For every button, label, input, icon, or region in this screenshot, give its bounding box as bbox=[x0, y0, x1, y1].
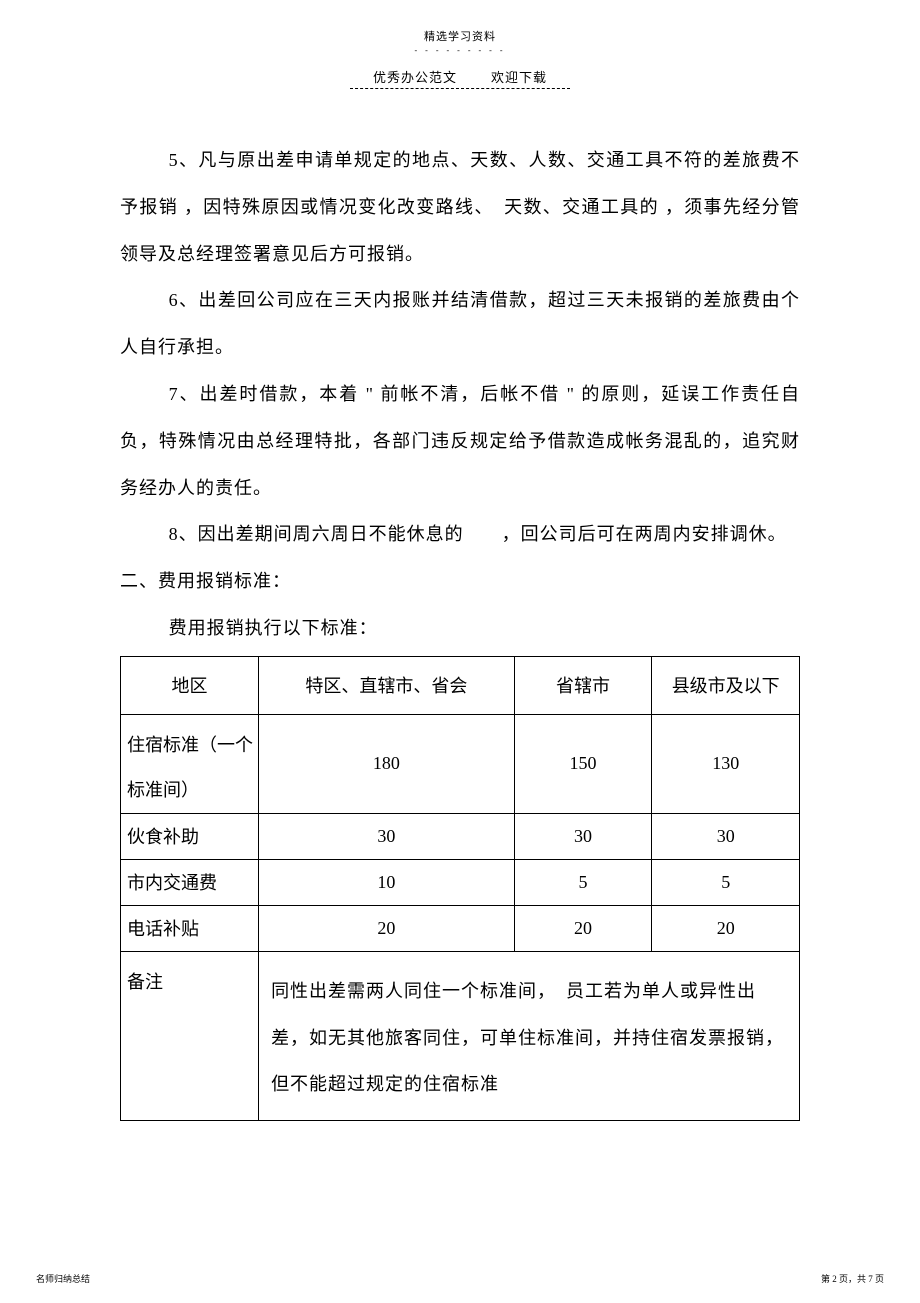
cell-value: 30 bbox=[652, 813, 800, 859]
footer-left-text: 名师归纳总结 bbox=[36, 1272, 90, 1285]
paragraph-8: 8、因出差期间周六周日不能休息的 ，回公司后可在两周内安排调休。 bbox=[120, 511, 800, 558]
cell-value: 30 bbox=[514, 813, 652, 859]
row-label-lodging: 住宿标准（一个标准间） bbox=[121, 714, 259, 813]
cell-value: 5 bbox=[652, 859, 800, 905]
cell-value: 10 bbox=[259, 859, 515, 905]
header-left: 优秀办公范文 bbox=[373, 70, 457, 85]
header-county-city: 县级市及以下 bbox=[652, 656, 800, 714]
header-dots: - - - - - - - - - bbox=[0, 46, 920, 55]
cell-value: 180 bbox=[259, 714, 515, 813]
cell-value: 20 bbox=[652, 905, 800, 951]
table-row: 电话补贴 20 20 20 bbox=[121, 905, 800, 951]
table-row: 伙食补助 30 30 30 bbox=[121, 813, 800, 859]
paragraph-7: 7、出差时借款，本着 " 前帐不清，后帐不借 " 的原则，延误工作责任自负，特殊… bbox=[120, 371, 800, 511]
header-top-text: 精选学习资料 bbox=[0, 0, 920, 44]
cell-value: 130 bbox=[652, 714, 800, 813]
row-label-meal: 伙食补助 bbox=[121, 813, 259, 859]
row-label-transport: 市内交通费 bbox=[121, 859, 259, 905]
cell-value: 20 bbox=[259, 905, 515, 951]
table-row: 住宿标准（一个标准间） 180 150 130 bbox=[121, 714, 800, 813]
table-row-note: 备注 同性出差需两人同住一个标准间， 员工若为单人或异性出差，如无其他旅客同住，… bbox=[121, 951, 800, 1120]
expense-table: 地区 特区、直辖市、省会 省辖市 县级市及以下 住宿标准（一个标准间） 180 … bbox=[120, 656, 800, 1121]
cell-value: 30 bbox=[259, 813, 515, 859]
cell-value: 5 bbox=[514, 859, 652, 905]
section-2-subtitle: 费用报销执行以下标准： bbox=[120, 605, 800, 652]
section-2-title: 二、费用报销标准： bbox=[120, 558, 800, 605]
header-province-city: 省辖市 bbox=[514, 656, 652, 714]
header-subtitle: 优秀办公范文 欢迎下载 bbox=[0, 67, 920, 86]
paragraph-5: 5、凡与原出差申请单规定的地点、天数、人数、交通工具不符的差旅费不予报销 ，因特… bbox=[120, 137, 800, 277]
row-label-note: 备注 bbox=[121, 951, 259, 1120]
header-special-zone: 特区、直辖市、省会 bbox=[259, 656, 515, 714]
cell-value: 20 bbox=[514, 905, 652, 951]
header-region: 地区 bbox=[121, 656, 259, 714]
row-label-phone: 电话补贴 bbox=[121, 905, 259, 951]
header-right: 欢迎下载 bbox=[491, 70, 547, 85]
table-row: 市内交通费 10 5 5 bbox=[121, 859, 800, 905]
document-body: 5、凡与原出差申请单规定的地点、天数、人数、交通工具不符的差旅费不予报销 ，因特… bbox=[0, 89, 920, 1121]
paragraph-6: 6、出差回公司应在三天内报账并结清借款，超过三天未报销的差旅费由个人自行承担。 bbox=[120, 277, 800, 371]
table-header-row: 地区 特区、直辖市、省会 省辖市 县级市及以下 bbox=[121, 656, 800, 714]
footer-right-text: 第 2 页，共 7 页 bbox=[821, 1272, 884, 1285]
cell-value: 150 bbox=[514, 714, 652, 813]
note-content: 同性出差需两人同住一个标准间， 员工若为单人或异性出差，如无其他旅客同住，可单住… bbox=[259, 951, 800, 1120]
